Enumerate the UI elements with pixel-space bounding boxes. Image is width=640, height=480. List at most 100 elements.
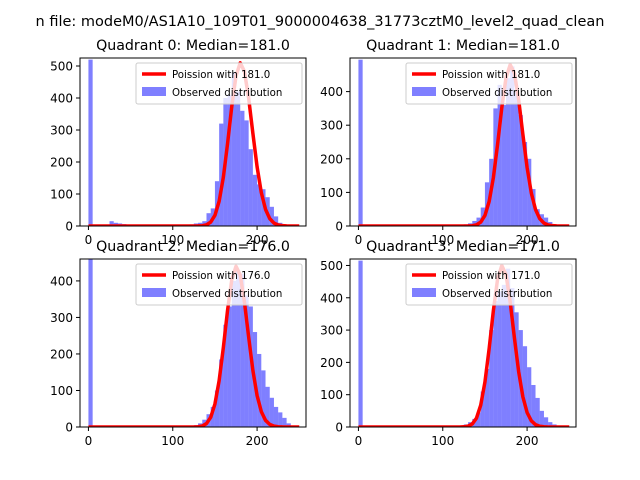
x-tick-label: 100	[161, 233, 184, 247]
histogram-bar	[219, 359, 224, 427]
histogram-bar	[493, 301, 498, 427]
y-tick-label: 400	[50, 274, 73, 288]
histogram-bar	[527, 158, 532, 226]
histogram-bar	[261, 370, 266, 427]
axes-frame	[349, 57, 577, 227]
histogram-bar	[535, 397, 540, 427]
histogram-bar	[252, 174, 258, 226]
histogram-bar	[257, 184, 262, 226]
histogram-bar	[514, 312, 519, 427]
x-tick-label: 100	[431, 233, 454, 247]
histogram-bar	[257, 353, 262, 427]
y-tick-label: 200	[320, 152, 343, 166]
histogram-bar	[506, 78, 511, 226]
legend-box	[135, 263, 303, 306]
y-tick-label: 500	[320, 259, 343, 273]
histogram-bar	[501, 105, 507, 226]
chart-panel-0: Quadrant 0: Median=181.0 0 100 200 0 100 200 30…	[50, 38, 307, 247]
y-tick-label: 300	[320, 324, 343, 338]
axes-frame	[79, 258, 307, 428]
histogram-bar	[527, 367, 532, 427]
x-tick-label: 0	[85, 434, 93, 448]
histogram-bar	[489, 330, 494, 427]
histogram-bar	[236, 91, 241, 226]
legend-box	[135, 62, 303, 105]
histogram-bar	[476, 412, 481, 427]
histogram-bar	[219, 123, 224, 226]
x-tick-label: 0	[85, 233, 93, 247]
histogram-bar	[273, 406, 279, 427]
histogram-bar	[510, 288, 515, 427]
histogram-bar	[543, 217, 549, 226]
legend-patch-label: Observed distribution	[172, 88, 282, 99]
y-tick-label: 0	[65, 220, 73, 234]
x-tick-label: 200	[516, 233, 539, 247]
x-tick-label: 200	[246, 233, 269, 247]
legend-patch-label: Observed distribution	[172, 289, 282, 300]
legend-line-label: Poission with 176.0	[172, 271, 270, 282]
histogram-bar	[522, 346, 528, 427]
legend-line-label: Poission with 171.0	[442, 271, 540, 282]
y-tick-label: 0	[65, 421, 73, 435]
histogram-bar	[88, 259, 93, 427]
histogram-bar	[518, 115, 523, 226]
legend-patch-label: Observed distribution	[442, 88, 552, 99]
y-tick-label: 300	[320, 119, 343, 133]
axes-frame	[349, 258, 577, 428]
histogram-bar	[206, 213, 211, 226]
chart-title: Quadrant 1: Median=181.0	[366, 38, 560, 54]
histogram-bar	[244, 295, 249, 427]
y-tick-label: 200	[320, 356, 343, 370]
chart-title: Quadrant 3: Median=171.0	[366, 239, 560, 255]
legend-patch-swatch	[412, 87, 436, 96]
x-tick-label: 100	[161, 434, 184, 448]
histogram-bar	[269, 397, 274, 427]
legend-patch-swatch	[412, 288, 436, 297]
legend-patch-swatch	[142, 288, 166, 297]
histogram-bar	[497, 84, 502, 226]
histogram-bar	[278, 412, 283, 427]
y-tick-label: 500	[50, 60, 73, 74]
figure-suptitle: n file: modeM0/AS1A10_109T01_9000004638_…	[36, 14, 605, 30]
quadrant-panels: Quadrant 0: Median=181.0 0 100 200 0 100 200 30…	[50, 38, 577, 448]
y-tick-label: 100	[320, 388, 343, 402]
histogram-bar	[531, 385, 536, 427]
histogram-bar	[506, 268, 511, 427]
y-tick-label: 300	[50, 311, 73, 325]
y-tick-label: 100	[320, 186, 343, 200]
histogram-bar	[548, 422, 553, 427]
histogram-bar	[286, 423, 291, 427]
histogram-bar	[539, 410, 544, 427]
histogram-bar	[265, 386, 270, 427]
legend-patch-label: Observed distribution	[442, 289, 552, 300]
x-tick-label: 0	[355, 233, 363, 247]
histogram-bar	[522, 142, 528, 226]
histogram-bar	[223, 324, 228, 427]
histogram-bar	[282, 417, 287, 427]
legend-patch-swatch	[142, 87, 166, 96]
y-tick-label: 200	[50, 347, 73, 361]
chart-legend: Poission with 181.0 Observed distribution	[135, 62, 303, 105]
histogram-bar	[231, 280, 237, 427]
y-tick-label: 400	[320, 85, 343, 99]
y-tick-label: 0	[335, 421, 343, 435]
histogram-bar	[501, 284, 507, 427]
x-tick-label: 100	[431, 434, 454, 448]
chart-legend: Poission with 181.0 Observed distribution	[405, 62, 573, 105]
chart-panel-3: Quadrant 3: Median=171.0 0 100 200 0 100 200 30…	[320, 239, 577, 448]
histogram-bar	[484, 368, 490, 427]
legend-box	[405, 263, 573, 306]
histogram-bar	[248, 149, 253, 226]
chart-legend: Poission with 171.0 Observed distribution	[405, 263, 573, 306]
histogram-bar	[358, 260, 363, 427]
x-tick-label: 200	[516, 434, 539, 448]
chart-panel-1: Quadrant 1: Median=181.0 0 100 200 0 100 200 30…	[320, 38, 577, 247]
chart-legend: Poission with 176.0 Observed distribution	[135, 263, 303, 306]
histogram-bar	[240, 110, 245, 226]
legend-box	[405, 62, 573, 105]
chart-title: Quadrant 2: Median=176.0	[96, 239, 290, 255]
x-tick-label: 0	[355, 434, 363, 448]
histogram-bar	[227, 94, 232, 226]
histogram-bar	[244, 120, 249, 226]
